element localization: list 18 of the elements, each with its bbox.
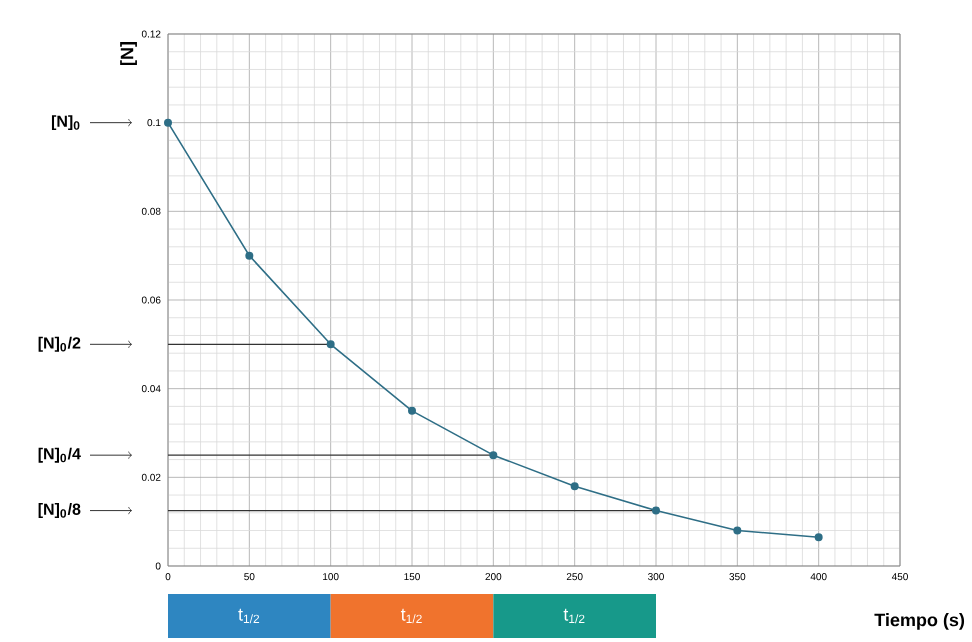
text: [N]$_{0}$/4 (38, 447, 81, 463)
text: t$_{1/2}$ (400, 608, 422, 624)
text: [N]$_{0}$ (51, 115, 80, 131)
x-axis-title: Tiempo (s) (874, 613, 965, 630)
point (733, 526, 742, 535)
text: t$_{1/2}$ (563, 608, 585, 624)
y-axis-title: [N] (120, 42, 137, 66)
point (489, 451, 498, 460)
point (164, 118, 173, 127)
point (814, 533, 823, 542)
point (408, 406, 416, 415)
point (326, 340, 335, 349)
point (652, 506, 660, 515)
text: t$_{1/2}$ (238, 608, 260, 624)
point (570, 482, 579, 491)
text: [N]$_{0}$/8 (38, 503, 81, 519)
text: [N]$_{0}$/2 (38, 336, 81, 352)
point (245, 251, 254, 260)
